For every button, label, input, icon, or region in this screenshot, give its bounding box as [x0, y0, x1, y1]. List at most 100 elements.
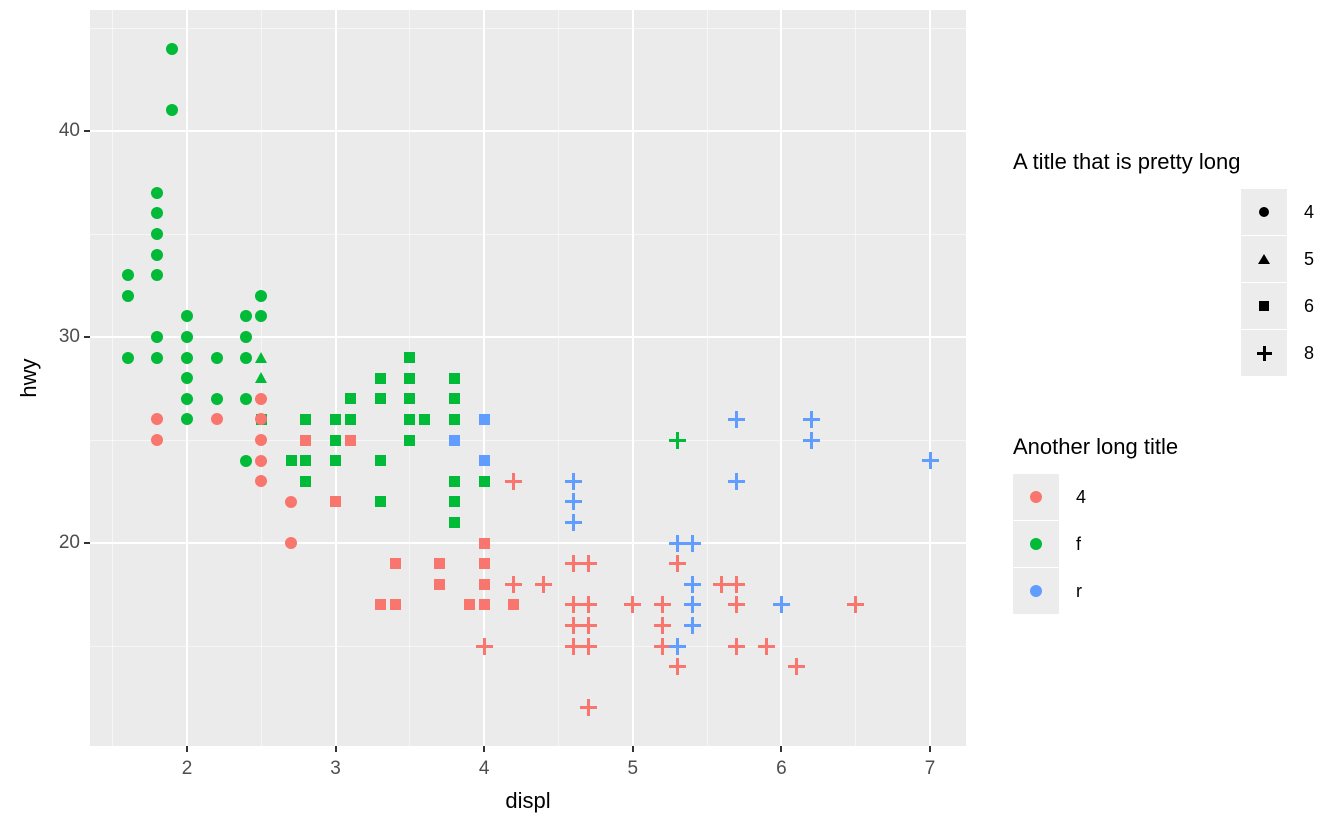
legend-entry: 4: [1241, 189, 1314, 235]
data-point: [478, 537, 490, 549]
gridline-x-minor: [558, 10, 559, 746]
data-point: [683, 616, 701, 634]
y-tick-label: 30: [58, 326, 80, 347]
data-point: [300, 475, 312, 487]
data-point: [683, 575, 701, 593]
data-point: [181, 331, 193, 343]
data-point: [374, 372, 386, 384]
legend-entry: r: [1013, 568, 1086, 614]
data-point: [240, 351, 253, 364]
data-point: [330, 496, 342, 508]
data-point: [508, 599, 520, 611]
data-point: [330, 455, 342, 467]
legend-label: r: [1076, 580, 1082, 601]
data-point: [654, 596, 672, 614]
data-point: [668, 658, 686, 676]
data-point: [285, 455, 297, 467]
legend-label: 6: [1304, 295, 1315, 316]
data-point: [330, 434, 342, 446]
legend-label: 4: [1304, 201, 1315, 222]
y-tick-mark: [84, 542, 90, 544]
y-axis-title: hwy: [16, 358, 41, 398]
data-point: [668, 637, 686, 655]
data-point: [151, 269, 164, 282]
gridline-x-minor: [112, 10, 114, 746]
data-point: [564, 513, 582, 531]
data-point: [535, 575, 553, 593]
legend-key: [1241, 236, 1287, 282]
data-point: [374, 599, 386, 611]
circle-legend-glyph-icon: [1259, 207, 1269, 217]
data-point: [330, 413, 342, 425]
x-tick-label: 6: [776, 758, 787, 779]
data-point: [787, 658, 805, 676]
color-legend-glyph-icon: [1030, 585, 1042, 597]
data-point: [921, 452, 939, 470]
data-point: [240, 392, 253, 405]
data-point: [564, 596, 582, 614]
data-point: [285, 495, 298, 508]
data-point: [210, 392, 223, 405]
x-tick-label: 2: [181, 758, 193, 779]
legend-label: 4: [1076, 486, 1087, 507]
x-tick-mark: [929, 746, 931, 752]
data-point: [151, 434, 164, 446]
data-point: [240, 310, 253, 323]
legend-key: [1013, 521, 1059, 567]
data-point: [448, 475, 460, 487]
legend-key: [1241, 330, 1287, 376]
data-point: [166, 42, 179, 55]
data-point: [151, 413, 164, 426]
gridline-y-minor: [90, 27, 966, 29]
x-tick-label: 4: [478, 758, 490, 779]
data-point: [654, 637, 672, 655]
data-point: [151, 331, 164, 343]
data-point: [463, 599, 475, 611]
data-point: [579, 555, 597, 573]
x-tick-mark: [631, 746, 634, 752]
data-point: [404, 372, 416, 384]
shape-legend-keys: 4 5 6 8: [1241, 189, 1314, 376]
legend-key: [1241, 283, 1287, 329]
gridline-y-minor: [90, 233, 966, 235]
data-point: [151, 248, 164, 261]
data-point: [255, 289, 268, 302]
data-point: [434, 578, 446, 590]
data-point: [668, 431, 686, 449]
data-point: [389, 558, 401, 570]
y-tick-mark: [84, 130, 90, 132]
data-point: [210, 413, 223, 426]
data-point: [121, 351, 134, 364]
data-point: [166, 104, 179, 117]
gridline-x-minor: [855, 10, 857, 746]
data-point: [300, 434, 312, 446]
data-point: [728, 637, 746, 655]
x-tick-mark: [780, 746, 783, 752]
data-point: [300, 413, 312, 425]
data-point: [505, 472, 523, 490]
data-point: [240, 454, 253, 467]
data-point: [448, 516, 460, 528]
data-point: [255, 392, 268, 405]
data-point: [475, 637, 493, 655]
legend-entry: 5: [1241, 236, 1314, 282]
data-point: [419, 413, 431, 425]
x-tick-mark: [483, 746, 486, 752]
data-point: [478, 558, 490, 570]
data-point: [478, 599, 490, 611]
data-point: [478, 475, 490, 487]
y-tick-label: 20: [58, 532, 80, 553]
x-tick-label: 3: [330, 758, 341, 779]
data-point: [654, 616, 672, 634]
x-tick-label: 7: [924, 758, 936, 779]
data-point: [564, 637, 582, 655]
data-point: [404, 393, 416, 405]
x-tick-mark: [334, 746, 337, 752]
data-point: [344, 393, 356, 405]
data-point: [683, 534, 701, 552]
data-point: [255, 310, 268, 323]
data-point: [344, 434, 356, 446]
legend-key: [1241, 189, 1287, 235]
data-point: [728, 596, 746, 614]
data-point: [668, 534, 686, 552]
